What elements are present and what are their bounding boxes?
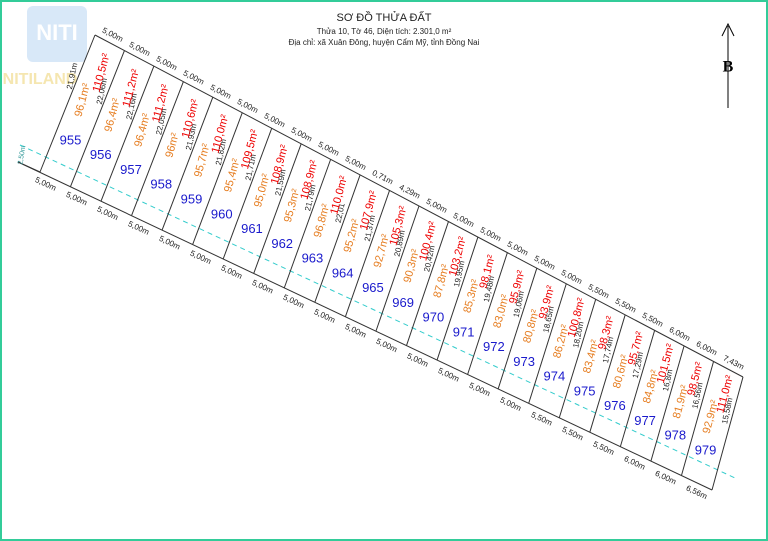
plot-number: 970 [423,310,445,325]
left-edge-label: 2,50m [17,145,27,166]
side-length: 22,01 [334,202,347,224]
plot-boundary [558,299,597,418]
plot-number: 977 [634,413,656,428]
road-line [19,144,736,479]
plot-boundary [528,283,567,404]
plot-boundary [619,330,656,447]
plot-number: 965 [362,280,384,295]
plot-boundary [161,97,214,230]
plot-boundary [467,252,508,375]
plot-boundary [283,159,332,288]
plot-boundary [436,236,479,361]
plot-number: 959 [181,191,203,206]
plot-number: 978 [664,428,686,443]
plot-number: 974 [544,369,566,384]
plot-number: 979 [695,442,717,457]
plot-boundary [100,65,155,202]
plot-number: 973 [513,354,535,369]
logo-box [27,6,87,62]
plot-number: 976 [604,398,626,413]
plot-boundary [375,205,420,332]
plot-boundary [650,345,685,462]
plot-boundary [131,81,184,216]
plot-boundary [680,361,715,476]
left-stub [17,161,41,173]
plot-number: 972 [483,339,505,354]
bottom-edge [17,161,713,491]
plot-boundary [39,34,96,173]
plot-boundary [497,268,538,389]
north-label: B [723,59,734,76]
plot-boundary [192,112,243,245]
plot-boundary [253,143,302,274]
logo-main: NITI [36,20,78,45]
plot-number: 958 [150,177,172,192]
plot-number: 955 [60,132,82,147]
plot-boundary [589,314,626,433]
plot-number: 975 [574,383,596,398]
subtitle: Thửa 10, Tờ 46, Diện tích: 2.301,0 m² [317,27,452,36]
plot-number: 969 [392,295,414,310]
plot-number: 960 [211,206,233,221]
address: Địa chỉ: xã Xuân Đông, huyện Cẩm Mỹ, tỉn… [289,38,480,47]
plot-number: 963 [302,251,324,266]
logo-sub: NITILAND [3,71,78,88]
plot-boundary [314,174,361,303]
plot-boundary [222,128,273,259]
plot-boundary [711,376,744,491]
plot-boundary [70,50,125,187]
plot-number: 961 [241,221,263,236]
plot-boundary [344,190,391,317]
plot-boundary [406,221,449,346]
plot-number: 962 [271,236,293,251]
plot-number: 971 [453,324,475,339]
plot-number: 956 [90,147,112,162]
plot-number: 957 [120,162,142,177]
plot-number: 964 [332,265,354,280]
north-arrow-head [721,22,735,37]
title: SƠ ĐỒ THỬA ĐẤT [336,11,431,24]
